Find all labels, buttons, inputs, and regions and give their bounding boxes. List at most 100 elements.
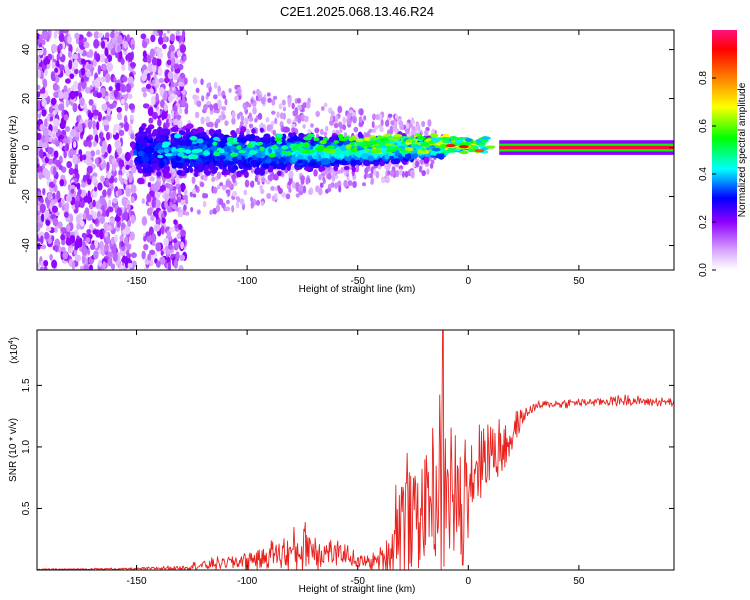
spectral-blob [338,133,344,139]
spectral-blob [454,139,464,144]
spectral-blob [286,151,293,156]
spectral-blob [282,126,291,133]
spectral-blob [117,34,123,45]
snr-panel: -150 -100 -50 0 500.51.01.5 Height of straig… [8,329,675,595]
spectral-blob [102,261,106,269]
spectral-blob [129,61,137,68]
spectral-blob [207,153,213,160]
spectral-blob [375,145,383,149]
spectral-blob [49,116,54,122]
spectral-blob [78,237,83,248]
spectral-blob [203,193,209,199]
spectral-blob [92,176,97,184]
spectral-blob [50,199,55,206]
spectral-blob [308,161,316,167]
spectral-blob [427,119,432,127]
spectral-blob [302,124,306,129]
spectral-blob [121,196,128,207]
spectral-blob [87,31,91,37]
spectral-blob [87,120,92,130]
spectral-blob [95,53,101,63]
spectral-blob [334,114,339,122]
spectral-blob [391,146,402,151]
x-tick-label: 0 [466,576,472,587]
spectral-blob [277,170,282,176]
spectral-blob [385,142,392,147]
spectral-blob [105,132,111,141]
spectral-blob [347,180,353,186]
spectral-blob [391,166,396,172]
spectral-blob [184,107,189,115]
x-tick-label: -150 [127,576,147,587]
spectral-blob [70,149,74,157]
spectral-blob [92,172,98,178]
spectral-blob [149,176,155,182]
spectral-blob [421,120,426,128]
spectral-blob [430,138,441,143]
spectral-blob [170,146,177,152]
spectral-blob [342,116,346,125]
spectral-blob [45,219,51,226]
spectral-blob [141,156,150,163]
spectral-blob [365,141,374,145]
spectral-blob [291,102,295,110]
spectral-blob [170,51,175,60]
spectral-blob [265,117,270,123]
spectral-blob [127,262,133,269]
spectral-blob [164,182,170,188]
spectral-blob [176,95,182,102]
spectral-blob [89,84,94,91]
spectral-blob [256,88,260,96]
spectral-blob [47,192,53,201]
spectral-blob [147,106,154,117]
spectral-blob [362,182,366,187]
spectral-blob [260,201,265,206]
spectral-blob [113,89,119,98]
spectral-blob [157,36,164,45]
spectral-blob [126,52,134,62]
spectral-blob [405,139,414,143]
spectral-blob [387,113,393,118]
spectral-blob [419,158,424,165]
spectral-blob [62,137,69,144]
spectral-blob [155,213,159,220]
spectral-blob [355,138,364,143]
spectral-blob [51,61,56,69]
spectral-blob [276,111,280,119]
spectral-blob [189,135,198,141]
spectral-blob [219,155,226,160]
spectral-blob [55,30,60,34]
spectral-blob [164,193,170,202]
spectral-blob [40,198,44,204]
spectral-blob [149,88,154,95]
spectral-blob [459,150,469,155]
spectral-blob [142,50,147,58]
spectral-blob [157,51,164,60]
spectral-blob [229,145,236,150]
spectral-blob [399,150,410,155]
spectral-blob [113,76,117,83]
spectral-blob [348,137,354,142]
spectral-blob [162,110,168,120]
x-tick-label: -50 [350,576,365,587]
spectral-blob [184,139,193,147]
spectral-blob [330,156,336,163]
spectral-blob [92,120,96,130]
spectral-blob [269,165,274,171]
spectral-blob [153,223,161,232]
spectral-blob [154,199,161,209]
spectral-blob [53,118,60,127]
spectral-blob [235,201,240,209]
spectral-blob [317,161,322,167]
spectral-blob [248,116,254,123]
spectral-blob [138,126,144,133]
spectral-blob [147,151,152,157]
spectral-blob [162,141,171,146]
spectral-blob [379,137,390,142]
spectral-blob [270,186,275,191]
spectral-blob [398,120,404,127]
spectral-blob [282,146,289,150]
spectral-blob [60,246,66,252]
spectral-blob [155,260,161,268]
spectral-blob [68,59,73,70]
